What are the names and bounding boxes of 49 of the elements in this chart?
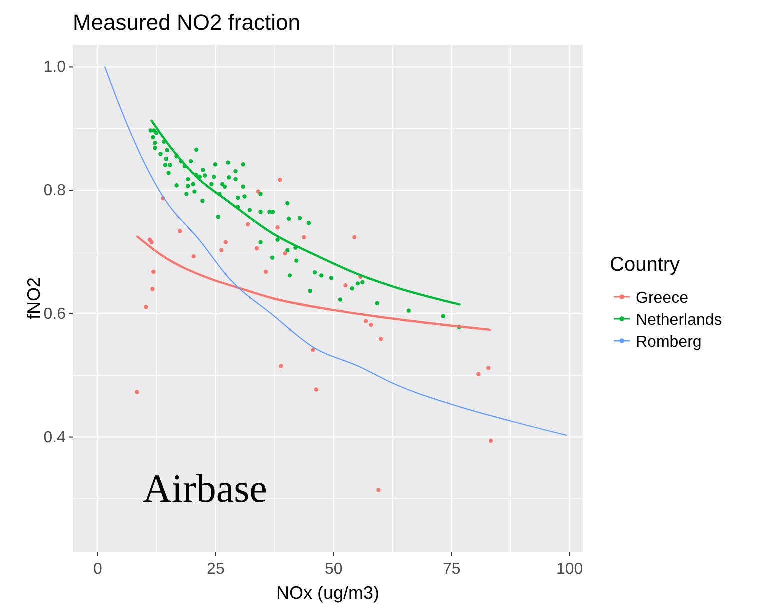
point bbox=[135, 390, 140, 394]
point bbox=[152, 270, 156, 274]
point bbox=[302, 235, 306, 240]
line-series bbox=[150, 120, 461, 306]
point bbox=[314, 388, 319, 392]
legend-label: Romberg bbox=[636, 334, 702, 351]
point bbox=[150, 287, 155, 292]
point bbox=[344, 283, 348, 288]
annotation: Airbase bbox=[143, 466, 268, 511]
legend-label: Greece bbox=[636, 290, 689, 307]
y-tick-label: 0.6 bbox=[44, 306, 66, 323]
point bbox=[311, 348, 316, 352]
point bbox=[278, 178, 282, 182]
point bbox=[246, 222, 250, 227]
point bbox=[283, 251, 288, 256]
point bbox=[278, 364, 284, 368]
point bbox=[192, 254, 196, 259]
x-tick-label: 75 bbox=[442, 561, 461, 578]
point bbox=[378, 337, 384, 342]
legend-label: Netherlands bbox=[636, 312, 722, 329]
point bbox=[220, 248, 224, 252]
point bbox=[178, 229, 182, 234]
point bbox=[364, 319, 368, 324]
point bbox=[264, 270, 268, 274]
x-tick-label: 50 bbox=[325, 561, 343, 578]
x-axis-title: NOx (ug/m3) bbox=[276, 583, 380, 603]
x-tick-label: 0 bbox=[94, 561, 103, 578]
y-tick-label: 1.0 bbox=[44, 59, 66, 76]
point bbox=[144, 305, 148, 310]
point bbox=[224, 240, 228, 244]
y-tick-label: 0.4 bbox=[44, 429, 66, 446]
point bbox=[488, 438, 494, 444]
y-axis-title: fNO2 bbox=[24, 277, 44, 320]
point bbox=[256, 190, 261, 194]
point bbox=[486, 366, 491, 370]
point bbox=[352, 235, 357, 240]
line-series bbox=[104, 66, 568, 436]
legend-title: Country bbox=[610, 254, 680, 276]
point bbox=[254, 246, 260, 251]
point bbox=[369, 322, 374, 328]
line-series bbox=[136, 236, 492, 332]
point bbox=[476, 372, 481, 376]
point bbox=[150, 240, 154, 244]
y-tick-label: 0.8 bbox=[44, 182, 66, 200]
x-tick-label: 25 bbox=[207, 561, 225, 578]
x-tick-label: 100 bbox=[556, 561, 584, 578]
chart-title: Measured NO2 fraction bbox=[73, 10, 300, 35]
point bbox=[276, 225, 280, 230]
point bbox=[376, 488, 381, 492]
